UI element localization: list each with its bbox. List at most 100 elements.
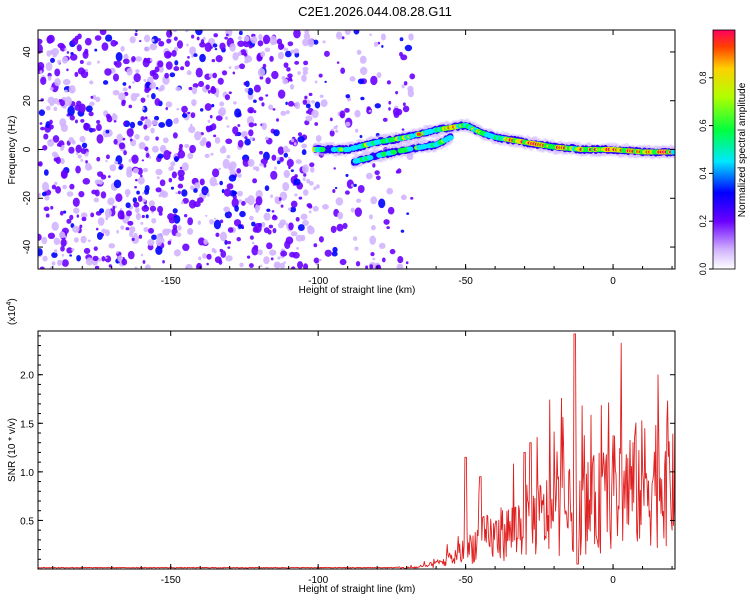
heatmap-noise-cell (165, 106, 168, 111)
heatmap-noise-cell (74, 104, 81, 111)
heatmap-noise-cell (100, 191, 107, 199)
heatmap-noise-cell (341, 36, 345, 40)
heatmap-noise-cell (297, 135, 305, 143)
heatmap-noise-cell (138, 40, 142, 43)
heatmap-noise-cell (261, 122, 267, 131)
snr-x-tick-label: -100 (308, 575, 328, 586)
heatmap-noise-cell (131, 154, 139, 164)
heatmap-noise-cell (125, 210, 132, 217)
heatmap-noise-cell (356, 49, 362, 55)
heatmap-noise-cell (88, 165, 93, 170)
heatmap-noise-cell (276, 38, 283, 45)
heatmap-noise-cell (75, 144, 82, 153)
heatmap-noise-cell (93, 197, 100, 203)
heatmap-noise-cell (51, 184, 57, 190)
heatmap-noise-cell (96, 231, 103, 240)
heatmap-noise-cell (204, 42, 212, 52)
snr-ticks: -150 -100 -50 0 0.5 1.0 1.5 2.0 (20, 331, 675, 586)
heatmap-noise-cell (167, 240, 172, 245)
heatmap-noise-cell (140, 253, 144, 257)
heatmap-noise-cell (248, 122, 255, 128)
heatmap-noise-cell (219, 112, 224, 117)
heatmap-noise-cell (43, 133, 49, 140)
heatmap-noise-cell (221, 70, 228, 76)
heatmap-noise-cell (62, 184, 67, 190)
heatmap-noise-cell (225, 255, 233, 262)
heatmap-noise-cell (113, 61, 117, 66)
heatmap-noise-cell (219, 146, 227, 154)
heatmap-noise-cell (115, 193, 123, 202)
colorbar-ticks: 0.0 0.2 0.4 0.6 0.8 (698, 72, 713, 276)
heatmap-noise-cell (145, 153, 150, 159)
heatmap-noise-cell (395, 90, 399, 95)
heatmap-noise-cell (345, 173, 349, 178)
heatmap-noise-cell (388, 107, 391, 111)
heatmap-noise-cell (301, 74, 307, 83)
heatmap-noise-cell (176, 107, 180, 111)
heatmap-noise-cell (374, 103, 381, 109)
heatmap-noise-cell (335, 31, 343, 40)
heatmap-noise-cell (318, 236, 324, 243)
heatmap-noise-cell (251, 221, 256, 227)
heatmap-noise-cell (144, 135, 150, 141)
heatmap-noise-cell (188, 199, 197, 209)
heatmap-noise-cell (134, 32, 138, 37)
heatmap-noise-cell (226, 183, 234, 190)
heatmap-noise-cell (83, 122, 91, 131)
colorbar-tick-label: 0.2 (698, 215, 708, 228)
heatmap-noise-cell (45, 213, 50, 218)
heatmap-noise-cell (180, 201, 184, 205)
heatmap-noise-cell (378, 198, 386, 209)
heatmap-noise-cell (96, 134, 104, 144)
heatmap-noise-cell (313, 243, 318, 248)
heatmap-noise-cell (168, 177, 173, 183)
heatmap-noise-cell (196, 197, 204, 204)
heatmap-noise-cell (340, 113, 344, 118)
heatmap-noise-cell (276, 160, 281, 165)
heatmap-noise-cell (119, 214, 125, 220)
heatmap-noise-cell (64, 89, 68, 93)
heatmap-noise-cell (80, 118, 85, 123)
heatmap-noise-cell (302, 164, 309, 174)
heatmap-noise-cell (193, 53, 198, 58)
heatmap-noise-cell (223, 206, 230, 213)
heatmap-noise-cell (407, 85, 414, 93)
heatmap-noise-cell (212, 72, 218, 79)
colorbar-tick-label: 0.0 (698, 263, 708, 276)
heatmap-noise-cell (264, 266, 270, 269)
heatmap-noise-cell (166, 30, 173, 38)
heatmap-noise-cell (388, 100, 392, 105)
figure-title: C2E1.2026.044.08.28.G11 (298, 4, 452, 19)
heatmap-noise-cell (354, 246, 359, 251)
heatmap-noise-cell (134, 185, 137, 189)
heatmap-noise-cell (125, 227, 130, 231)
heatmap-noise-cell (108, 264, 112, 268)
heatmap-noise-cell (170, 161, 176, 167)
heatmap-noise-cell (408, 33, 414, 41)
heatmap-noise-cell (349, 76, 356, 82)
heatmap-noise-cell (66, 247, 73, 254)
heatmap-noise-cell (198, 80, 205, 88)
heatmap-noise-cell (140, 116, 145, 122)
heatmap-noise-cell (194, 182, 201, 190)
heatmap-noise-cell (38, 43, 43, 54)
heatmap-noise-cell (76, 44, 82, 52)
heatmap-noise-cell (231, 190, 238, 196)
heatmap-noise-cell (184, 143, 190, 149)
heatmap-noise-cell (295, 234, 303, 242)
heatmap-noise-cell (39, 266, 45, 269)
heatmap-noise-cell (371, 225, 376, 231)
heatmap-noise-cell (290, 200, 298, 208)
heatmap-noise-cell (187, 56, 190, 59)
heatmap-noise-cell (406, 152, 414, 161)
heatmap-noise-cell (114, 161, 119, 165)
heatmap-noise-cell (128, 85, 132, 89)
heatmap-primary-trace-cell (330, 146, 338, 153)
heatmap-noise-cell (382, 117, 388, 122)
heatmap-noise-cell (262, 63, 267, 69)
heatmap-noise-cell (163, 137, 169, 144)
heatmap-noise-cell (226, 33, 229, 37)
heatmap-noise-cell (353, 236, 358, 241)
heatmap-noise-cell (313, 39, 319, 45)
heatmap-noise-cell (181, 113, 188, 118)
